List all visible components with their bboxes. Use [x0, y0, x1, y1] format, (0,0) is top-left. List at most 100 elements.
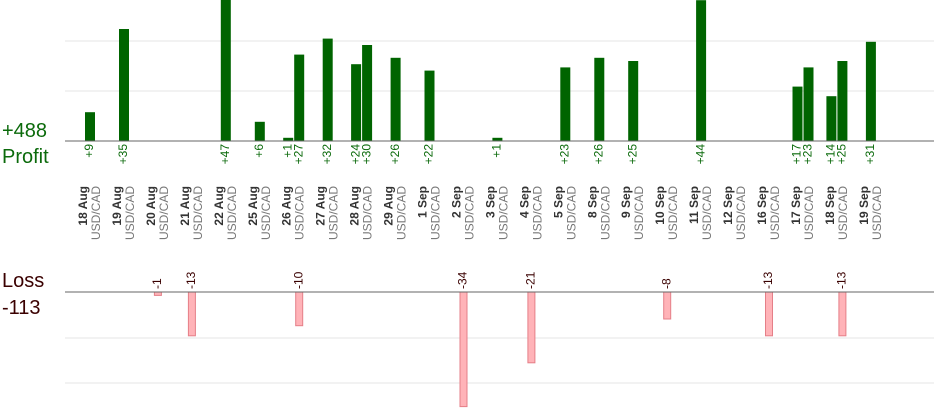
x-tick-date: 22 Aug: [212, 186, 226, 226]
x-tick-pair: USD/CAD: [530, 186, 544, 240]
x-tick: 16 Sep USD/CAD: [755, 186, 782, 240]
x-tick: 27 Aug USD/CAD: [314, 186, 341, 240]
loss-bar[interactable]: [153, 291, 162, 296]
profit-bar[interactable]: [390, 57, 401, 141]
x-tick-date: 4 Sep: [517, 186, 531, 218]
profit-bar[interactable]: [283, 137, 294, 141]
loss-bar[interactable]: [459, 291, 468, 408]
x-tick-date: 2 Sep: [450, 186, 464, 218]
profit-bar[interactable]: [628, 61, 639, 141]
loss-value-label: -13: [761, 271, 775, 289]
x-tick-date: 3 Sep: [483, 186, 497, 218]
x-tick: 18 Sep USD/CAD: [823, 186, 850, 240]
x-tick-date: 16 Sep: [755, 186, 769, 225]
x-tick-date: 12 Sep: [721, 186, 735, 225]
x-tick-pair: USD/CAD: [598, 186, 612, 240]
profit-bar[interactable]: [803, 67, 814, 141]
x-tick-date: 1 Sep: [416, 186, 430, 218]
x-tick-pair: USD/CAD: [225, 186, 239, 240]
profit-bar[interactable]: [560, 67, 571, 141]
x-tick-pair: USD/CAD: [191, 186, 205, 240]
x-tick-pair: USD/CAD: [89, 186, 103, 240]
x-tick: 25 Aug USD/CAD: [246, 186, 273, 240]
x-tick-pair: USD/CAD: [632, 186, 646, 240]
profit-total: +488: [2, 120, 48, 142]
x-tick-date: 11 Sep: [687, 186, 701, 224]
profit-value-label: +32: [320, 144, 334, 165]
x-tick: 8 Sep USD/CAD: [585, 186, 612, 240]
loss-value-label: -13: [184, 271, 198, 289]
x-tick: 10 Sep USD/CAD: [653, 186, 680, 240]
loss-bar[interactable]: [663, 291, 672, 320]
profit-value-label: +31: [863, 144, 877, 165]
profit-value-label: +23: [801, 144, 815, 165]
profit-bar[interactable]: [826, 96, 837, 141]
x-tick: 21 Aug USD/CAD: [178, 186, 205, 240]
x-tick: 4 Sep USD/CAD: [517, 186, 544, 240]
profit-bar[interactable]: [424, 70, 435, 141]
profit-bar[interactable]: [85, 112, 95, 141]
profit-value-label: +9: [82, 144, 96, 158]
x-tick: 3 Sep USD/CAD: [483, 186, 510, 240]
profit-value-label: +25: [835, 144, 849, 165]
x-tick-date: 27 Aug: [314, 186, 328, 226]
loss-value-label: -10: [291, 271, 305, 289]
x-tick: 19 Aug USD/CAD: [110, 186, 137, 240]
x-tick-pair: USD/CAD: [259, 186, 273, 240]
x-tick-pair: USD/CAD: [361, 186, 375, 240]
profit-bar[interactable]: [294, 54, 305, 141]
profit-bar[interactable]: [696, 0, 707, 142]
profit-bars: +9 +35 +47 +6 +1+27 +32 +24+30 +26 +22 +1 +23 +26 +2…: [82, 0, 877, 164]
grid-layer: [65, 40, 934, 384]
profit-bar[interactable]: [792, 86, 803, 141]
x-tick-pair: USD/CAD: [666, 186, 680, 240]
profit-bar[interactable]: [837, 61, 848, 141]
profit-bar[interactable]: [254, 121, 265, 141]
loss-bar[interactable]: [765, 291, 773, 337]
x-tick-date: 5 Sep: [551, 186, 565, 218]
profit-bar[interactable]: [594, 57, 605, 141]
profit-bar[interactable]: [220, 0, 231, 141]
x-tick: 26 Aug USD/CAD: [280, 186, 307, 240]
profit-label: Profit: [2, 146, 49, 168]
loss-bar[interactable]: [527, 291, 536, 364]
profit-value-label: +17: [790, 144, 804, 165]
x-tick: 11 Sep USD/CAD: [687, 186, 714, 240]
profit-bar[interactable]: [322, 38, 333, 141]
profit-bar[interactable]: [362, 45, 373, 141]
loss-bar[interactable]: [838, 291, 847, 337]
x-tick: 28 Aug USD/CAD: [348, 186, 375, 240]
profit-value-label: +30: [359, 144, 373, 165]
x-tick: 29 Aug USD/CAD: [382, 186, 409, 240]
profit-value-label: +44: [693, 144, 707, 165]
profit-value-label: +1: [490, 144, 504, 158]
profit-bar[interactable]: [119, 29, 129, 141]
x-axis-ticks: 18 Aug USD/CAD 19 Aug USD/CAD 20 Aug USD/CAD 2…: [76, 186, 884, 240]
loss-bar[interactable]: [295, 291, 304, 327]
profit-value-label: +22: [422, 144, 436, 165]
x-tick-date: 20 Aug: [144, 186, 158, 226]
x-tick-date: 9 Sep: [619, 186, 633, 218]
profit-bar[interactable]: [865, 41, 876, 141]
profit-value-label: +35: [116, 144, 130, 165]
x-tick-date: 25 Aug: [246, 186, 260, 226]
x-tick-pair: USD/CAD: [463, 186, 477, 240]
x-tick-pair: USD/CAD: [395, 186, 409, 240]
x-tick-date: 26 Aug: [280, 186, 294, 226]
profit-bar[interactable]: [351, 64, 362, 141]
x-tick-date: 8 Sep: [585, 186, 599, 218]
loss-value-label: -34: [456, 271, 470, 289]
profit-bar[interactable]: [492, 137, 503, 141]
x-tick: 9 Sep USD/CAD: [619, 186, 646, 240]
x-tick: 2 Sep USD/CAD: [450, 186, 477, 240]
x-tick: 1 Sep USD/CAD: [416, 186, 443, 240]
x-tick-pair: USD/CAD: [768, 186, 782, 240]
x-tick: 17 Sep USD/CAD: [789, 186, 816, 240]
profit-value-label: +23: [557, 144, 571, 165]
x-tick-date: 19 Sep: [857, 186, 871, 225]
profit-value-label: +6: [252, 144, 266, 158]
x-tick: 20 Aug USD/CAD: [144, 186, 171, 240]
loss-bar[interactable]: [187, 291, 196, 337]
x-tick-date: 18 Aug: [76, 186, 90, 226]
